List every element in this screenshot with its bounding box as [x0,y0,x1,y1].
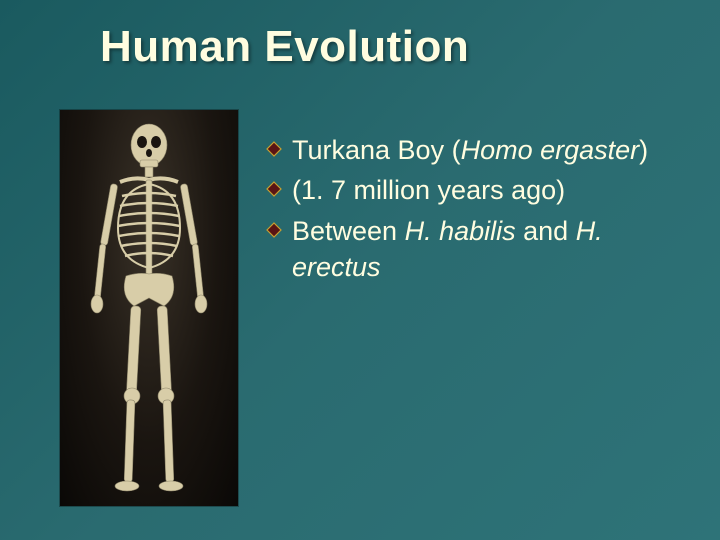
bullet-diamond-icon [266,181,282,197]
skeleton-svg [60,110,238,506]
list-item: Between H. habilis and H. erectus [266,213,680,286]
bullet-text: (1. 7 million years ago) [292,172,680,208]
content-row: Turkana Boy (Homo ergaster) (1. 7 million… [60,110,680,506]
bullet-text: Between H. habilis and H. erectus [292,213,680,286]
bullet-diamond-icon [266,222,282,238]
list-item: (1. 7 million years ago) [266,172,680,208]
list-item: Turkana Boy (Homo ergaster) [266,132,680,168]
page-title: Human Evolution [100,22,469,72]
bullet-list: Turkana Boy (Homo ergaster) (1. 7 million… [266,110,680,290]
bullet-text: Turkana Boy (Homo ergaster) [292,132,680,168]
skeleton-image [60,110,238,506]
bullet-diamond-icon [266,141,282,157]
